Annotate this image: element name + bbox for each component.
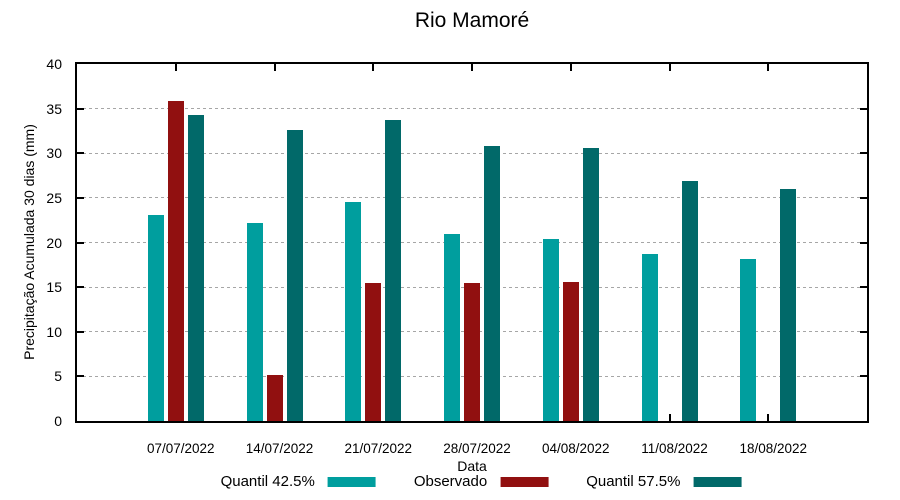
legend-swatch (500, 476, 549, 487)
y-tick-mark (77, 330, 84, 333)
x-tick-mark (767, 64, 770, 71)
plot-area (75, 62, 869, 423)
y-tick-mark (77, 152, 84, 155)
x-tick-label: 04/08/2022 (541, 441, 610, 456)
x-tick-mark (471, 64, 473, 71)
x-tick-mark (569, 64, 572, 71)
bar-quantil-57-5- (484, 146, 500, 421)
x-tick-mark (668, 414, 671, 421)
bar-quantil-42-5- (246, 222, 263, 421)
y-tick-label: 40 (46, 56, 62, 72)
y-tick-mark (860, 196, 867, 199)
x-tick-label: 11/08/2022 (641, 441, 708, 456)
bar-quantil-42-5- (641, 254, 658, 421)
gridline (77, 108, 867, 110)
bar-observado (167, 100, 184, 421)
y-tick-label: 0 (54, 413, 62, 429)
y-tick-mark (77, 196, 84, 199)
bar-quantil-57-5- (385, 120, 402, 421)
y-tick-mark (860, 286, 867, 289)
legend-label: Quantil 57.5% (586, 473, 681, 490)
y-tick-label: 20 (46, 234, 62, 251)
y-tick-label: 10 (46, 323, 62, 340)
bar-quantil-57-5- (681, 180, 698, 421)
y-tick-mark (860, 330, 867, 333)
x-tick-label: 18/08/2022 (739, 441, 808, 456)
y-tick-mark (77, 107, 84, 110)
x-tick-mark (372, 64, 375, 71)
y-tick-mark (860, 375, 867, 378)
x-tick-mark (767, 414, 770, 421)
bar-quantil-42-5- (444, 233, 460, 421)
legend-item: Quantil 42.5% (221, 473, 376, 490)
chart-title: Rio Mamoré (414, 9, 530, 32)
gridline (77, 197, 867, 199)
legend-label: Observado (413, 473, 488, 490)
bar-observado (365, 282, 382, 421)
legend-label: Quantil 42.5% (220, 473, 315, 490)
x-tick-label: 28/07/2022 (443, 441, 511, 456)
legend-item: Observado (413, 473, 549, 490)
bar-quantil-57-5- (582, 147, 599, 421)
y-tick-label: 35 (46, 100, 62, 117)
x-tick-label: 21/07/2022 (344, 441, 413, 456)
x-tick-mark (273, 64, 276, 71)
bar-quantil-42-5- (740, 258, 757, 421)
legend-swatch (693, 476, 742, 487)
gridline (77, 152, 867, 154)
bar-observado (562, 281, 579, 421)
y-tick-mark (77, 375, 84, 378)
x-axis-label: Data (457, 458, 487, 474)
bar-quantil-57-5- (187, 114, 204, 421)
x-tick-label: 14/07/2022 (245, 441, 314, 456)
x-tick-mark (668, 64, 671, 71)
y-tick-mark (860, 152, 867, 155)
y-tick-label: 15 (46, 279, 62, 296)
y-tick-mark (77, 241, 84, 244)
y-tick-mark (860, 107, 867, 110)
bar-observado (266, 374, 283, 421)
legend-item: Quantil 57.5% (586, 473, 742, 490)
x-tick-label: 07/07/2022 (146, 441, 215, 456)
y-tick-label: 25 (46, 189, 62, 206)
gridline (77, 242, 867, 243)
bar-quantil-57-5- (780, 188, 797, 421)
bar-observado (464, 282, 480, 421)
y-tick-mark (860, 241, 867, 244)
bar-quantil-42-5- (345, 202, 362, 421)
y-tick-mark (77, 286, 84, 289)
y-tick-label: 30 (46, 145, 62, 162)
legend: Quantil 42.5% Observado Quantil 57.5% (221, 473, 742, 490)
y-tick-label: 5 (54, 368, 62, 385)
bar-quantil-57-5- (286, 130, 303, 421)
legend-swatch (327, 476, 376, 487)
x-tick-mark (174, 64, 177, 71)
bar-quantil-42-5- (147, 214, 164, 421)
bar-quantil-42-5- (542, 238, 559, 421)
